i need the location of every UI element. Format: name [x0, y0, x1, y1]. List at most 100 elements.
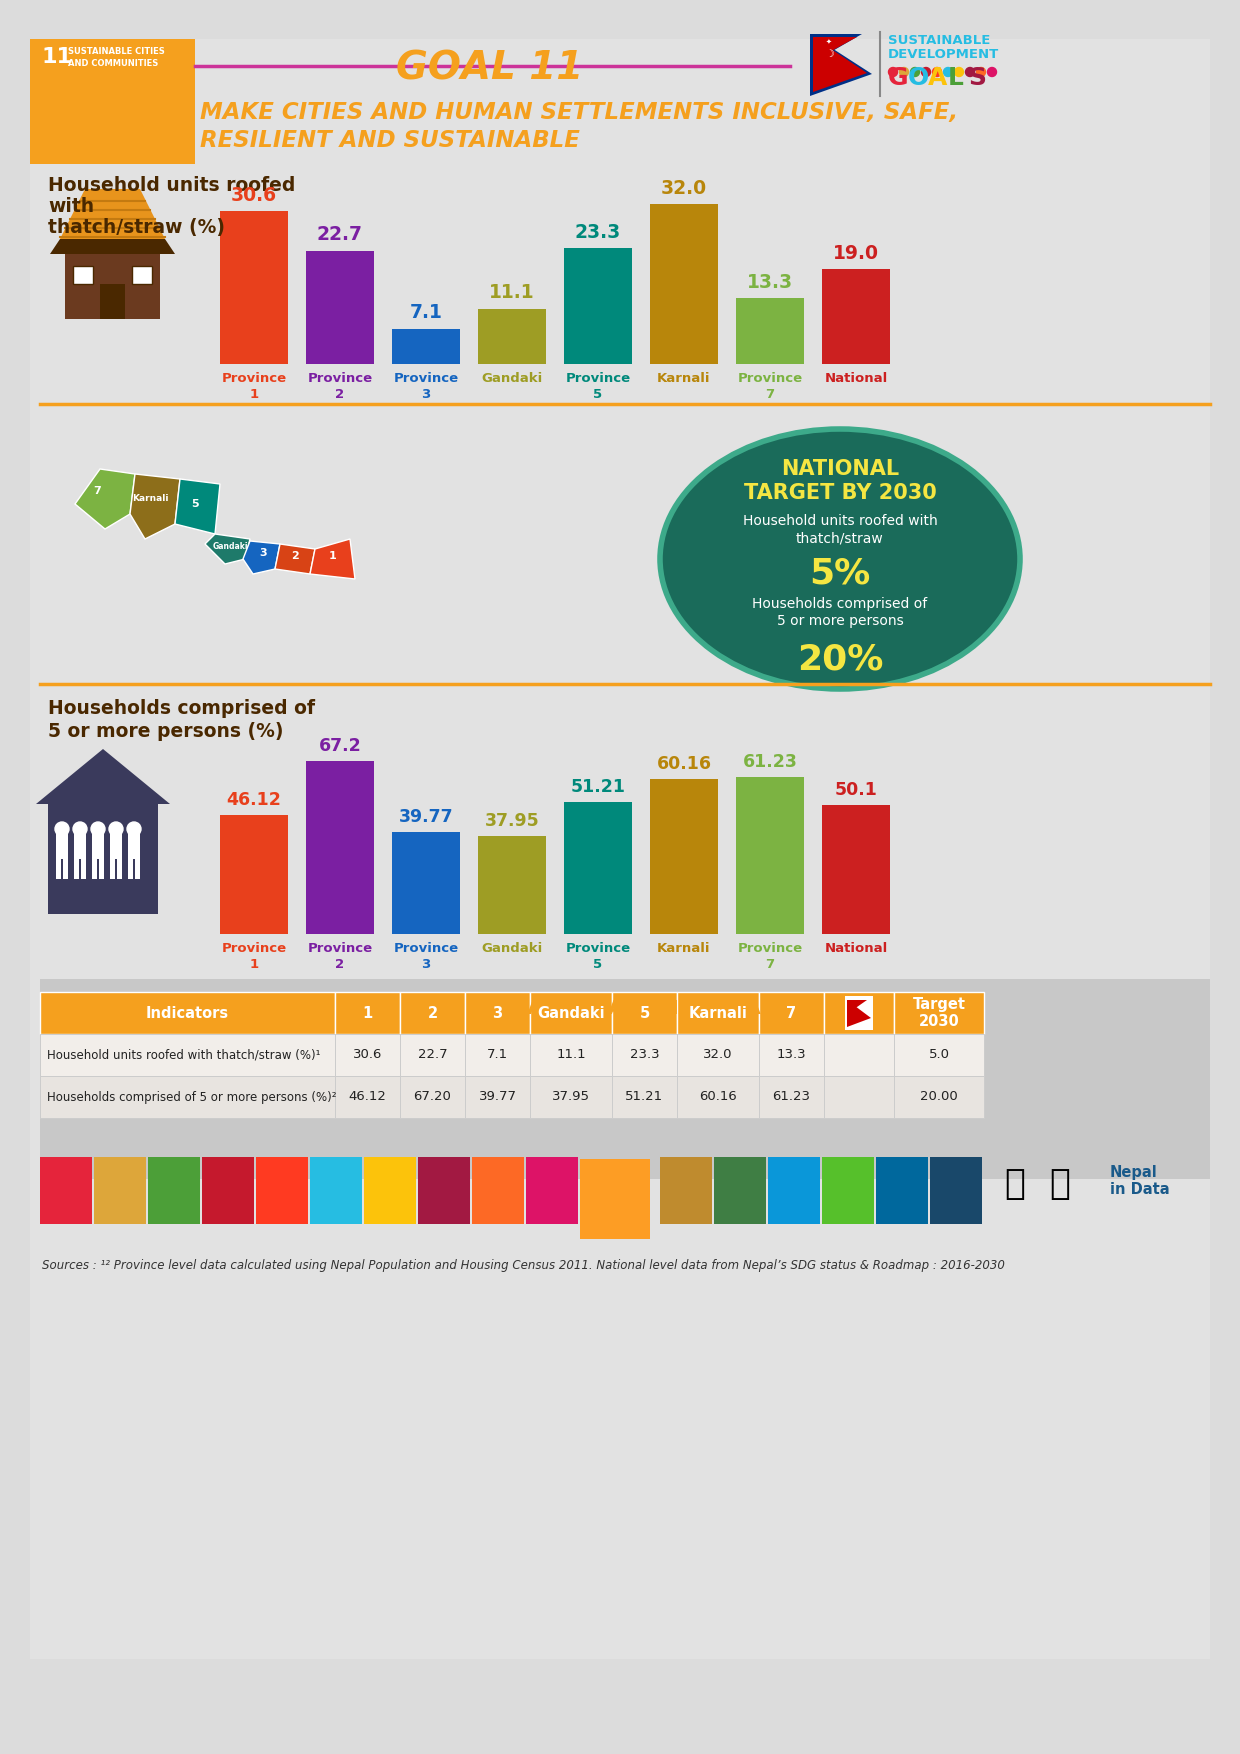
Text: 5: 5	[191, 498, 198, 509]
Text: Province: Province	[222, 942, 286, 954]
FancyBboxPatch shape	[219, 816, 288, 933]
Circle shape	[73, 823, 87, 837]
Circle shape	[899, 67, 909, 77]
FancyBboxPatch shape	[74, 858, 79, 879]
Text: 61.23: 61.23	[773, 1091, 811, 1103]
FancyBboxPatch shape	[825, 1075, 894, 1117]
Text: Province: Province	[565, 372, 631, 384]
Text: Gandaki: Gandaki	[537, 1005, 605, 1021]
FancyBboxPatch shape	[110, 858, 115, 879]
FancyBboxPatch shape	[99, 858, 104, 879]
FancyBboxPatch shape	[580, 1159, 650, 1238]
FancyBboxPatch shape	[365, 1158, 415, 1224]
FancyBboxPatch shape	[100, 284, 125, 319]
Text: Province: Province	[738, 372, 802, 384]
Text: 1: 1	[362, 1005, 373, 1021]
FancyBboxPatch shape	[392, 328, 460, 365]
Polygon shape	[205, 533, 250, 565]
Circle shape	[977, 67, 986, 77]
FancyBboxPatch shape	[48, 803, 157, 914]
FancyBboxPatch shape	[894, 1035, 985, 1075]
Text: 7.1: 7.1	[409, 303, 443, 323]
Text: 5.0: 5.0	[929, 1049, 950, 1061]
FancyBboxPatch shape	[759, 1035, 825, 1075]
FancyBboxPatch shape	[40, 1035, 335, 1075]
FancyBboxPatch shape	[92, 831, 104, 859]
Text: 7: 7	[765, 388, 775, 402]
FancyBboxPatch shape	[40, 1158, 92, 1224]
Circle shape	[889, 67, 898, 77]
Polygon shape	[50, 239, 175, 254]
Text: Province: Province	[308, 942, 372, 954]
Text: Province: Province	[565, 942, 631, 954]
Text: Province: Province	[393, 942, 459, 954]
Text: 60.16: 60.16	[699, 1091, 737, 1103]
Polygon shape	[813, 37, 857, 61]
Text: RESILIENT AND SUSTAINABLE: RESILIENT AND SUSTAINABLE	[200, 130, 580, 153]
Polygon shape	[175, 479, 219, 533]
FancyBboxPatch shape	[844, 996, 873, 1030]
Polygon shape	[130, 474, 180, 538]
Polygon shape	[813, 37, 867, 91]
Text: Gandaki: Gandaki	[481, 372, 543, 384]
FancyBboxPatch shape	[660, 1158, 712, 1224]
Text: NATIONAL: NATIONAL	[781, 460, 899, 479]
FancyBboxPatch shape	[40, 1075, 335, 1117]
Text: 3: 3	[492, 1005, 502, 1021]
FancyBboxPatch shape	[825, 1035, 894, 1075]
Text: 46.12: 46.12	[348, 1091, 387, 1103]
Text: 32.0: 32.0	[661, 179, 707, 198]
Polygon shape	[310, 538, 355, 579]
FancyBboxPatch shape	[109, 111, 117, 118]
FancyBboxPatch shape	[418, 1158, 470, 1224]
Text: A: A	[928, 67, 947, 89]
FancyBboxPatch shape	[613, 993, 677, 1035]
Text: 39.77: 39.77	[399, 809, 454, 826]
FancyBboxPatch shape	[81, 858, 86, 879]
Text: 🔥: 🔥	[1049, 1166, 1070, 1201]
FancyBboxPatch shape	[335, 993, 401, 1035]
FancyBboxPatch shape	[894, 1075, 985, 1117]
Text: Target
2030: Target 2030	[913, 996, 966, 1030]
Text: 13.3: 13.3	[776, 1049, 806, 1061]
Text: 23.3: 23.3	[630, 1049, 660, 1061]
FancyBboxPatch shape	[529, 1035, 613, 1075]
Text: O: O	[908, 67, 929, 89]
Polygon shape	[36, 749, 170, 803]
FancyBboxPatch shape	[613, 1035, 677, 1075]
Circle shape	[955, 67, 963, 77]
FancyBboxPatch shape	[81, 135, 89, 144]
Text: thatch/straw (%): thatch/straw (%)	[48, 217, 224, 237]
Text: 51.21: 51.21	[570, 779, 625, 796]
Text: 37.95: 37.95	[552, 1091, 590, 1103]
Text: Karnali: Karnali	[131, 495, 169, 503]
FancyBboxPatch shape	[30, 39, 195, 95]
Text: Karnali: Karnali	[657, 372, 711, 384]
FancyBboxPatch shape	[40, 993, 335, 1035]
Text: ✦: ✦	[826, 39, 832, 46]
FancyBboxPatch shape	[465, 1075, 529, 1117]
Circle shape	[126, 823, 141, 837]
FancyBboxPatch shape	[40, 979, 1210, 1179]
FancyBboxPatch shape	[875, 1158, 928, 1224]
FancyBboxPatch shape	[529, 1075, 613, 1117]
Text: L: L	[949, 67, 963, 89]
FancyBboxPatch shape	[650, 203, 718, 365]
Text: Households comprised of 5 or more persons (%)²: Households comprised of 5 or more person…	[47, 1091, 336, 1103]
FancyBboxPatch shape	[677, 1035, 759, 1075]
Text: with: with	[48, 196, 94, 216]
Text: Sources : ¹² Province level data calculated using Nepal Population and Housing C: Sources : ¹² Province level data calcula…	[42, 1259, 1004, 1272]
FancyBboxPatch shape	[714, 1158, 766, 1224]
FancyBboxPatch shape	[74, 831, 86, 859]
FancyBboxPatch shape	[401, 993, 465, 1035]
FancyBboxPatch shape	[759, 1075, 825, 1117]
Circle shape	[55, 823, 69, 837]
FancyBboxPatch shape	[63, 858, 68, 879]
Text: 3: 3	[422, 958, 430, 972]
FancyBboxPatch shape	[613, 1075, 677, 1117]
Text: SUSTAINABLE: SUSTAINABLE	[888, 33, 991, 47]
FancyBboxPatch shape	[56, 831, 68, 859]
Text: 32.0: 32.0	[703, 1049, 733, 1061]
Circle shape	[910, 67, 920, 77]
FancyBboxPatch shape	[202, 1158, 254, 1224]
